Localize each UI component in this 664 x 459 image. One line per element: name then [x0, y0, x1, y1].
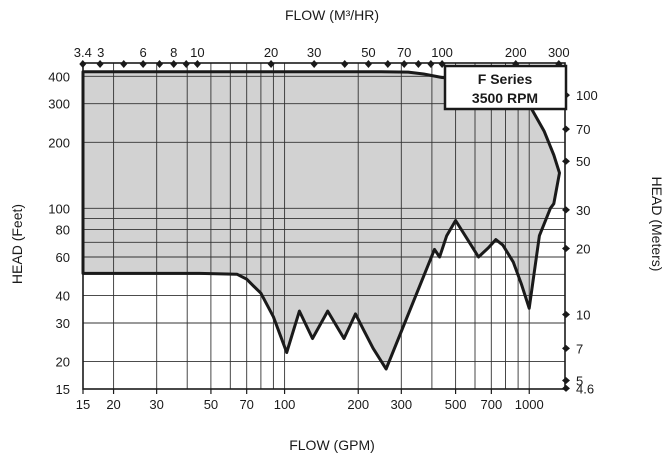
- gridline-layer: [83, 63, 565, 389]
- bottom-tick-label-20: 20: [106, 397, 120, 412]
- left-tick-label-100: 100: [48, 201, 70, 216]
- top-tick-marker-8: [170, 60, 178, 68]
- right-tick-label-10: 10: [576, 307, 590, 322]
- legend-box: F Series 3500 RPM: [443, 64, 568, 111]
- bottom-tick-label-50: 50: [204, 397, 218, 412]
- right-tick-marker-10: [562, 310, 570, 318]
- legend-series-name: F Series: [478, 71, 533, 87]
- top-tick-label-20: 20: [264, 45, 278, 60]
- top-tick-marker-7: [156, 60, 164, 68]
- bottom-tick-label-1000: 1000: [515, 397, 544, 412]
- top-tick-marker-30: [310, 60, 318, 68]
- bottom-tick-label-300: 300: [390, 397, 412, 412]
- right-tick-marker-50: [562, 157, 570, 165]
- left-tick-label-60: 60: [56, 250, 70, 265]
- bottom-tick-label-30: 30: [149, 397, 163, 412]
- legend-speed: 3500 RPM: [472, 90, 538, 106]
- right-tick-marker-5: [562, 376, 570, 384]
- right-tick-label-7: 7: [576, 341, 583, 356]
- right-tick-marker-4.6: [562, 384, 570, 392]
- top-tick-label-extra: 3: [97, 45, 104, 60]
- top-tick-marker-90: [427, 60, 435, 68]
- top-tick-label-300: 300: [548, 45, 570, 60]
- bottom-tick-label-70: 70: [239, 397, 253, 412]
- right-tick-label-70: 70: [576, 122, 590, 137]
- right-tick-label-20: 20: [576, 241, 590, 256]
- left-tick-label-30: 30: [56, 316, 70, 331]
- bottom-axis-title: FLOW (GPM): [289, 437, 375, 453]
- left-tick-label-80: 80: [56, 223, 70, 238]
- left-tick-label-400: 400: [48, 69, 70, 84]
- top-tick-marker-6: [139, 60, 147, 68]
- bottom-tick-label-200: 200: [347, 397, 369, 412]
- top-tick-label-8: 8: [170, 45, 177, 60]
- top-tick-marker-5: [120, 60, 128, 68]
- top-tick-marker-40: [341, 60, 349, 68]
- left-tick-label-15: 15: [56, 382, 70, 397]
- right-tick-label-4.6: 4.6: [576, 381, 594, 396]
- right-tick-label-100: 100: [576, 88, 598, 103]
- right-axis-title: HEAD (Meters): [649, 177, 664, 272]
- bottom-tick-label-700: 700: [480, 397, 502, 412]
- right-tick-label-30: 30: [576, 203, 590, 218]
- left-tick-label-200: 200: [48, 135, 70, 150]
- top-tick-label-50: 50: [361, 45, 375, 60]
- left-axis-title: HEAD (Feet): [9, 204, 25, 284]
- envelope-fill-layer: [83, 71, 560, 369]
- top-tick-marker-50: [364, 60, 372, 68]
- bottom-tick-label-100: 100: [274, 397, 296, 412]
- left-tick-label-20: 20: [56, 355, 70, 370]
- top-tick-marker-3.4: [79, 60, 87, 68]
- right-tick-marker-70: [562, 125, 570, 133]
- right-tick-marker-30: [562, 206, 570, 214]
- top-tick-label-30: 30: [307, 45, 321, 60]
- bottom-tick-label-15: 15: [76, 397, 90, 412]
- legend-frame: [443, 64, 568, 111]
- top-tick-label-100: 100: [431, 45, 453, 60]
- top-tick-marker-80: [414, 60, 422, 68]
- top-axis-title: FLOW (M³/HR): [285, 7, 379, 23]
- envelope-area: [83, 71, 560, 369]
- top-tick-marker-9: [182, 60, 190, 68]
- top-tick-marker-10: [193, 60, 201, 68]
- right-tick-label-5: 5: [576, 373, 583, 388]
- top-tick-marker-4: [96, 60, 104, 68]
- top-tick-marker-60: [384, 60, 392, 68]
- top-tick-label-70: 70: [397, 45, 411, 60]
- right-tick-marker-7: [562, 344, 570, 352]
- right-tick-label-50: 50: [576, 154, 590, 169]
- tick-layer: 15 20 30 50 70 100 200 300 500 700 1000 3.4 6 8 10 20 30…: [48, 45, 597, 412]
- top-tick-marker-20: [267, 60, 275, 68]
- top-tick-label-6: 6: [140, 45, 147, 60]
- left-tick-label-300: 300: [48, 97, 70, 112]
- bottom-tick-label-500: 500: [445, 397, 467, 412]
- top-tick-label-3.4: 3.4: [74, 45, 92, 60]
- left-tick-label-40: 40: [56, 289, 70, 304]
- top-tick-label-200: 200: [505, 45, 527, 60]
- top-tick-marker-70: [400, 60, 408, 68]
- top-tick-label-10: 10: [190, 45, 204, 60]
- right-tick-marker-20: [562, 244, 570, 252]
